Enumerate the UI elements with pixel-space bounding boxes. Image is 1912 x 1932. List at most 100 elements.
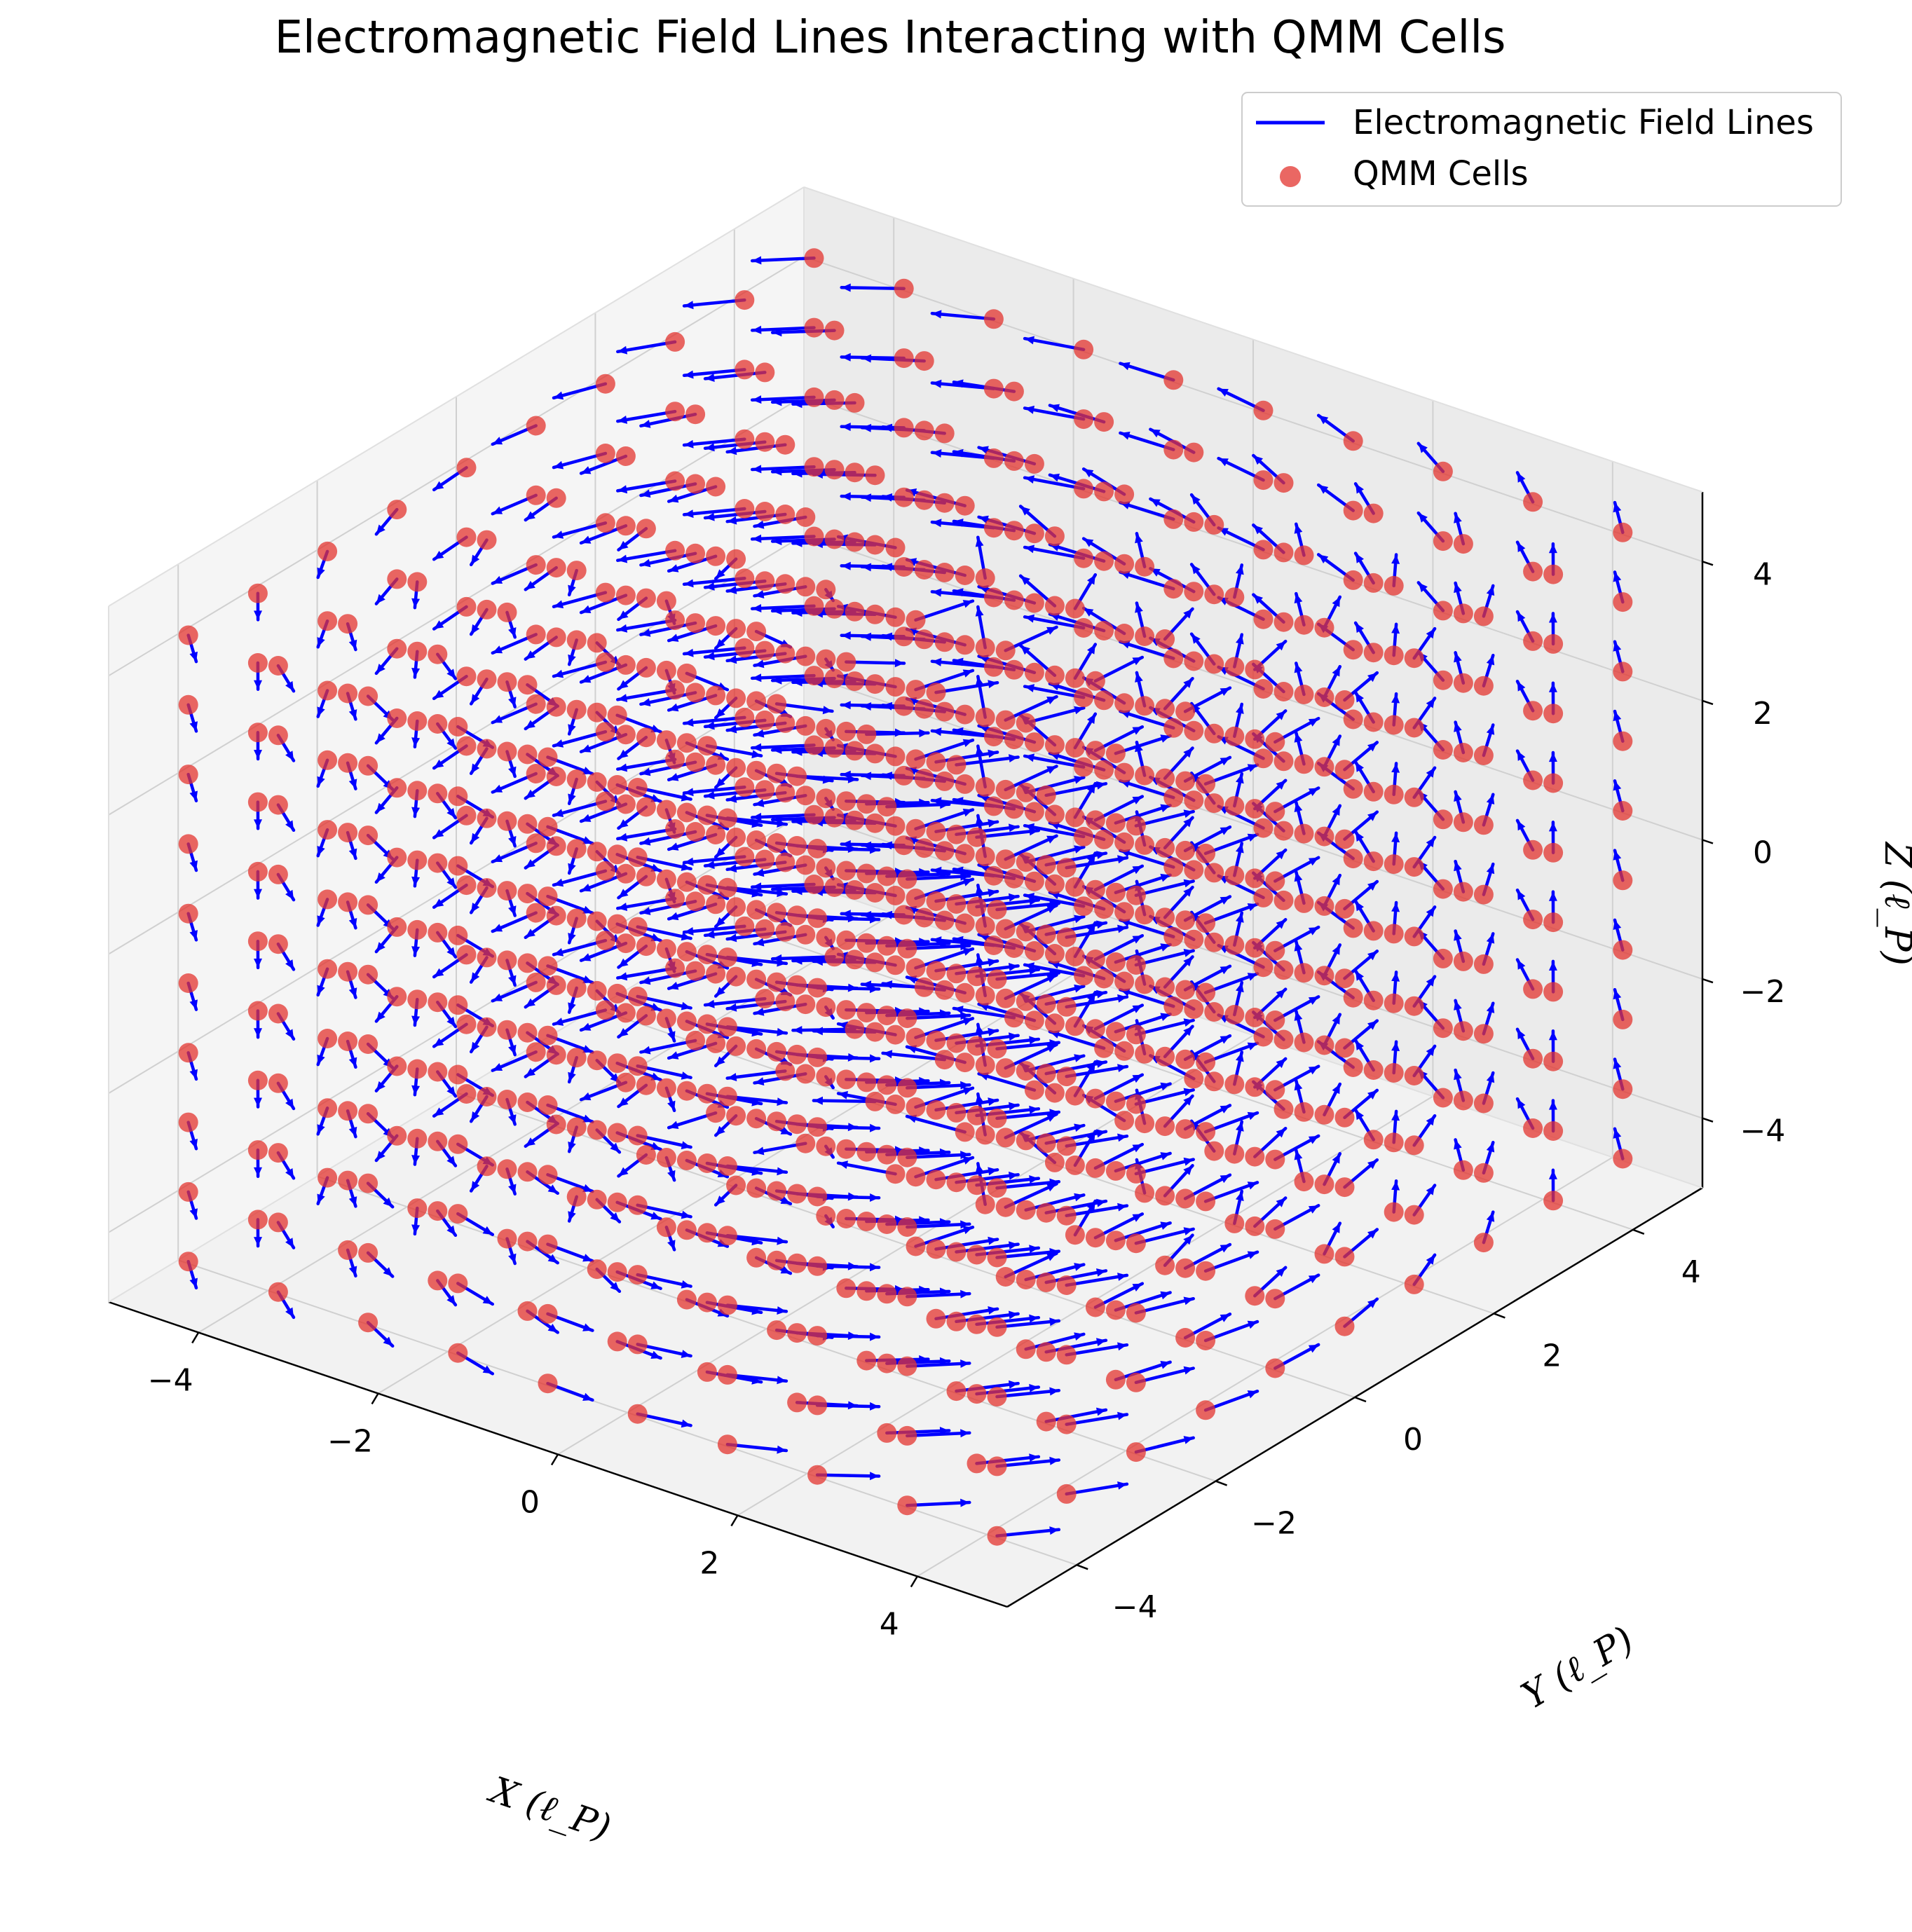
field-arrow	[914, 738, 975, 761]
field-arrow-head	[870, 1123, 880, 1132]
field-arrow-head	[1356, 901, 1364, 912]
qmm-cell-point	[836, 1069, 856, 1090]
qmm-cell-point	[1114, 624, 1135, 643]
qmm-cell-point	[1314, 687, 1334, 707]
qmm-cell-point	[1453, 1021, 1473, 1041]
field-arrow-head	[617, 833, 628, 842]
qmm-cell-point	[1105, 1160, 1126, 1181]
field-arrow	[905, 836, 967, 856]
qmm-cell-point	[1433, 461, 1453, 481]
field-arrow-head	[434, 898, 444, 907]
qmm-cell-point	[358, 686, 378, 706]
y-tick-label: 4	[1681, 1254, 1701, 1290]
qmm-cell-point	[836, 861, 856, 881]
qmm-cell-point	[1175, 1328, 1196, 1348]
field-arrow	[770, 885, 836, 891]
qmm-cell-point	[1024, 453, 1044, 474]
field-arrow-head	[383, 1197, 393, 1207]
qmm-cell-point	[1334, 760, 1355, 780]
qmm-cell-point	[1294, 1172, 1314, 1192]
qmm-cell-point	[1056, 1067, 1077, 1087]
field-arrow-head	[882, 632, 893, 641]
qmm-cell-points	[178, 248, 1633, 1546]
qmm-cell-point	[1196, 1052, 1216, 1072]
qmm-cell-point	[358, 825, 378, 846]
qmm-cell-point	[387, 847, 407, 868]
qmm-cell-point	[816, 927, 836, 947]
field-arrow-head	[568, 1142, 576, 1152]
qmm-cell-point	[697, 805, 717, 825]
field-arrow-head	[772, 537, 782, 546]
qmm-cell-point	[656, 591, 676, 611]
field-arrow-head	[752, 325, 762, 334]
qmm-cell-point	[656, 1217, 676, 1238]
qmm-cell-point	[897, 869, 917, 889]
field-arrow-head	[684, 788, 694, 797]
qmm-cell-point	[1126, 1163, 1146, 1184]
qmm-cell-point	[955, 704, 975, 725]
field-arrow-head	[1096, 920, 1106, 929]
field-arrow	[1024, 1332, 1086, 1351]
qmm-cell-point	[1245, 1286, 1265, 1306]
qmm-cell-point	[1163, 857, 1184, 877]
field-arrow	[905, 1114, 967, 1134]
field-arrow	[881, 495, 946, 505]
qmm-cell-point	[755, 849, 775, 870]
field-arrow-head	[471, 972, 480, 982]
field-arrow-head	[1191, 495, 1201, 505]
field-arrow	[750, 465, 816, 472]
field-arrow-head	[780, 1266, 791, 1274]
qmm-cell-point	[726, 758, 746, 778]
field-arrow-head	[1367, 951, 1377, 961]
qmm-cell-point	[934, 980, 955, 1000]
field-arrow-head	[1084, 608, 1094, 617]
qmm-cell-point	[1196, 1400, 1216, 1420]
field-arrow-head	[254, 1028, 262, 1038]
qmm-cell-point	[1016, 1061, 1036, 1081]
qmm-cell-point	[1126, 885, 1146, 905]
field-arrow	[1024, 1054, 1086, 1073]
field-arrow-head	[822, 706, 833, 715]
qmm-cell-point	[268, 1282, 288, 1302]
field-arrow-head	[1391, 694, 1400, 704]
qmm-cell-point	[787, 1323, 807, 1343]
qmm-cell-point	[178, 694, 198, 715]
qmm-cell-point	[934, 771, 955, 791]
qmm-cell-point	[448, 1064, 468, 1085]
field-arrow-head	[1318, 415, 1329, 425]
qmm-cell-point	[987, 900, 1007, 919]
field-arrow	[1044, 1060, 1108, 1076]
qmm-cell-point	[1265, 732, 1285, 752]
qmm-cell-point	[1135, 905, 1155, 925]
field-arrow-head	[1391, 972, 1400, 982]
field-arrow-head	[1025, 336, 1034, 345]
field-arrow-head	[582, 1323, 593, 1331]
qmm-cell-point	[595, 652, 615, 672]
qmm-cell-point	[676, 1081, 697, 1101]
field-arrow-head	[1486, 1142, 1495, 1153]
y-tick-mark	[1076, 1564, 1088, 1570]
field-arrow	[952, 1006, 1016, 1020]
field-arrow-head	[1294, 594, 1303, 604]
qmm-cell-point	[1343, 918, 1363, 938]
field-arrow-head	[376, 1011, 385, 1022]
field-arrow	[1134, 1296, 1195, 1315]
qmm-cell-point	[1135, 1114, 1155, 1134]
qmm-cell-point	[836, 791, 856, 811]
qmm-cell-point	[1224, 935, 1245, 955]
field-arrow-head	[988, 749, 998, 758]
qmm-cell-point	[1613, 801, 1633, 821]
field-arrow-head	[1029, 1105, 1039, 1114]
qmm-cell-point	[526, 903, 546, 923]
field-arrow-head	[716, 569, 725, 579]
field-arrow-head	[482, 1296, 493, 1304]
qmm-cell-point	[358, 1034, 378, 1054]
field-arrow-head	[1318, 485, 1329, 494]
x-tick-mark	[730, 1514, 739, 1527]
field-arrow-head	[841, 423, 851, 432]
field-arrow-head	[285, 1029, 294, 1039]
field-arrow-head	[882, 423, 893, 432]
qmm-cell-point	[795, 924, 816, 945]
field-arrow	[930, 311, 996, 321]
qmm-cell-point	[755, 502, 775, 521]
